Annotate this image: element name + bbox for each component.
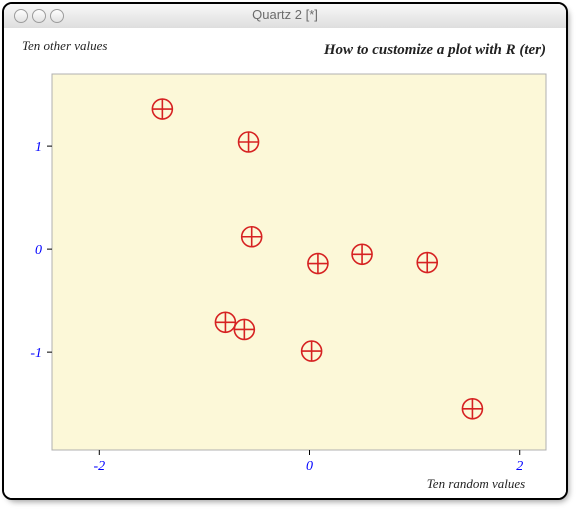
- plot-canvas: -1 0 1 -2 0 2 How to customize a plot with R (…: [4, 28, 566, 498]
- scatter-plot: -1 0 1 -2 0 2 How to customize a plot with R (…: [4, 28, 566, 498]
- svg-text:-1: -1: [30, 346, 42, 361]
- window-title: Quartz 2 [*]: [4, 7, 566, 22]
- svg-text:How to customize a plot with R: How to customize a plot with R (ter): [323, 42, 546, 58]
- quartz-window: Quartz 2 [*] -1 0 1 -2 0 2 How to customize a …: [2, 2, 568, 500]
- svg-text:Ten random values: Ten random values: [427, 476, 525, 491]
- svg-text:Ten other values: Ten other values: [22, 38, 107, 53]
- svg-text:0: 0: [306, 459, 313, 474]
- screenshot-root: Quartz 2 [*] -1 0 1 -2 0 2 How to customize a …: [0, 0, 576, 510]
- titlebar[interactable]: Quartz 2 [*]: [4, 4, 566, 29]
- svg-text:-2: -2: [93, 459, 105, 474]
- svg-text:1: 1: [35, 140, 42, 155]
- svg-text:2: 2: [516, 459, 523, 474]
- svg-text:0: 0: [35, 243, 42, 258]
